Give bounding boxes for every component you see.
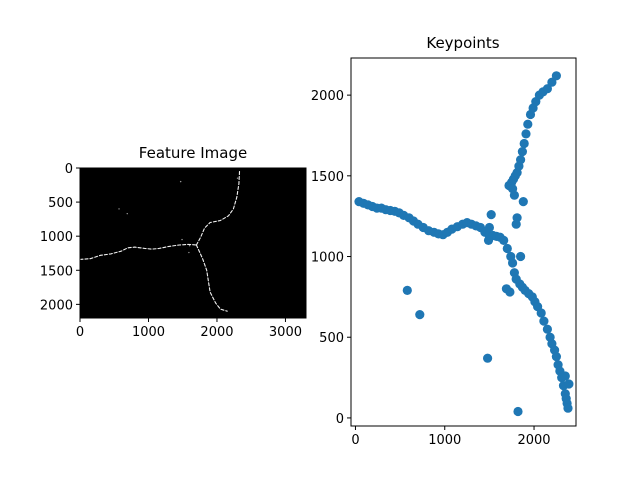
keypoint-76 (542, 84, 553, 94)
speck-3 (188, 245, 191, 247)
keypoint-46 (539, 316, 549, 326)
feature-image-title: Feature Image (139, 144, 247, 162)
keypoints-points (354, 71, 574, 417)
ridge-0 (79, 243, 197, 260)
keypoint-33 (502, 243, 512, 254)
sc-xtick-label-2: 2000 (517, 433, 550, 448)
sc-xtick-label-0: 0 (351, 433, 359, 448)
keypoint-95 (505, 287, 515, 297)
keypoints-y-ticks: 0 500 1000 1500 2000 (311, 89, 351, 427)
keypoint-91 (516, 251, 526, 262)
feature-image-background (80, 168, 306, 318)
sc-ytick-label-0: 0 (336, 412, 344, 427)
speck-1 (126, 212, 128, 215)
feature-image-ridges (79, 169, 241, 312)
sc-xtick-label-1: 1000 (428, 433, 461, 448)
keypoint-81 (483, 235, 494, 245)
keypoint-92 (564, 379, 574, 389)
feature-image-frame (79, 167, 307, 319)
keypoint-77 (547, 77, 557, 87)
keypoint-66 (516, 155, 526, 165)
keypoint-68 (519, 138, 529, 149)
feature-image-x-ticks: 0 1000 2000 3000 (76, 318, 302, 340)
speck-6 (236, 177, 239, 179)
sc-ytick-label-1: 500 (319, 331, 344, 346)
keypoints-axes: Keypoints 0 1000 2000 0 500 1000 1500 2000 (311, 34, 577, 448)
img-ytick-label-1: 500 (48, 196, 73, 211)
keypoint-80 (486, 210, 496, 220)
img-xtick-label-0: 0 (76, 325, 84, 340)
keypoint-89 (507, 184, 518, 194)
keypoints-frame (350, 57, 577, 427)
keypoint-47 (542, 324, 553, 334)
img-ytick-label-0: 0 (65, 162, 73, 177)
keypoint-70 (523, 119, 533, 129)
img-xtick-label-2: 2000 (200, 325, 233, 340)
img-ytick-label-3: 1500 (40, 264, 73, 279)
keypoint-32 (499, 235, 509, 245)
keypoint-85 (483, 353, 493, 363)
feature-image-y-ticks: 0 500 1000 1500 2000 (40, 162, 80, 313)
feature-image-axes: Feature Image 0 1000 2000 3000 0 500 1000 1500… (40, 144, 307, 340)
keypoint-45 (536, 308, 546, 318)
keypoint-51 (551, 352, 562, 362)
keypoint-87 (518, 197, 528, 207)
keypoint-59 (563, 403, 573, 413)
keypoint-90 (511, 219, 521, 229)
keypoint-69 (521, 129, 531, 139)
sc-ytick-label-2: 1000 (311, 251, 344, 266)
img-ytick-label-2: 1000 (40, 230, 73, 245)
speck-5 (179, 180, 182, 183)
keypoints-x-ticks: 0 1000 2000 (351, 426, 551, 448)
keypoint-79 (484, 222, 494, 233)
speck-4 (188, 251, 190, 254)
img-xtick-label-3: 3000 (269, 325, 302, 340)
speck-0 (118, 208, 120, 210)
keypoint-83 (402, 285, 412, 295)
keypoints-title: Keypoints (426, 34, 499, 52)
keypoint-84 (415, 310, 425, 320)
sc-ytick-label-4: 2000 (311, 89, 344, 104)
keypoint-86 (513, 406, 523, 417)
keypoint-67 (517, 147, 528, 157)
img-xtick-label-1: 1000 (132, 325, 165, 340)
sc-ytick-label-3: 1500 (311, 170, 344, 185)
ridge-2 (195, 244, 228, 312)
img-ytick-label-4: 2000 (40, 298, 73, 313)
keypoint-78 (551, 71, 562, 81)
feature-image-specks (118, 177, 239, 254)
keypoint-93 (560, 371, 570, 381)
ridge-1 (195, 169, 241, 246)
speck-2 (181, 238, 183, 241)
keypoint-35 (507, 258, 518, 268)
